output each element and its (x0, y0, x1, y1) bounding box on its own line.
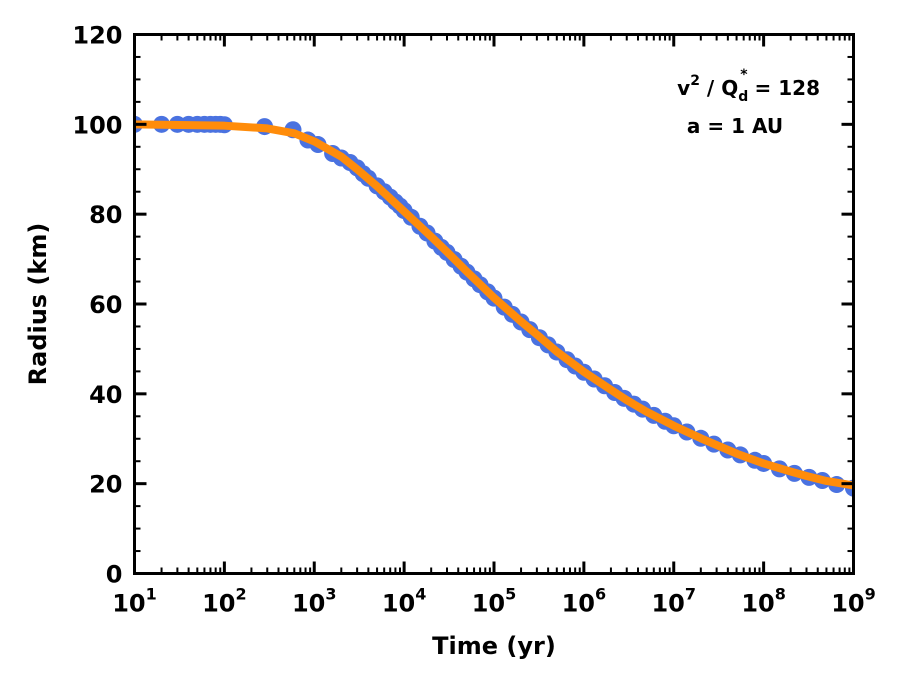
y-tick-label: 80 (89, 201, 122, 229)
x-tick-label-base: 10 (382, 590, 415, 618)
ratio-slash-q: / Q (700, 76, 738, 100)
y-tick-label: 0 (106, 561, 123, 589)
x-tick-label-base: 10 (472, 590, 505, 618)
velocity-ratio-annotation: v2 / Qd * = 128 (677, 67, 820, 105)
fit-line (133, 120, 854, 490)
y-tick-label: 40 (89, 381, 122, 409)
x-tick-label: 109 (831, 585, 876, 618)
tick-labels-layer: 101 102 103 104 105 106 107 108 1090204060801001… (72, 22, 875, 618)
x-tick-label: 103 (292, 585, 337, 618)
x-tick-label-exp: 2 (236, 585, 247, 604)
x-tick-label-exp: 4 (415, 585, 426, 604)
y-tick-label: 120 (72, 22, 122, 50)
distance-annotation: a = 1 AU (687, 114, 783, 138)
x-tick-label-exp: 8 (775, 585, 786, 604)
x-tick-label-exp: 9 (865, 585, 876, 604)
y-axis-title: Radius (km) (24, 223, 52, 386)
ratio-q-sup: * (740, 67, 748, 83)
x-tick-label-exp: 6 (595, 585, 606, 604)
x-tick-label: 104 (382, 585, 427, 618)
x-tick-label-exp: 7 (685, 585, 696, 604)
ratio-v: v (677, 76, 690, 100)
x-tick-label: 105 (472, 585, 517, 618)
y-tick-label: 100 (72, 111, 122, 139)
ratio-v-sup: 2 (690, 73, 700, 89)
x-tick-label-base: 10 (292, 590, 325, 618)
x-tick-label: 106 (562, 585, 607, 618)
y-tick-label: 20 (89, 471, 122, 499)
series-layer (133, 115, 854, 497)
x-tick-label: 108 (741, 585, 786, 618)
x-tick-label-base: 10 (831, 590, 864, 618)
x-tick-label-base: 10 (112, 590, 145, 618)
x-tick-label-exp: 1 (146, 585, 157, 604)
x-axis-title: Time (yr) (432, 632, 556, 660)
ratio-value: = 128 (748, 76, 820, 100)
ratio-q-sub: d (738, 89, 748, 105)
x-tick-label-base: 10 (202, 590, 235, 618)
plot-frame (133, 33, 855, 575)
x-tick-label: 101 (112, 585, 157, 618)
x-tick-label-exp: 5 (505, 585, 516, 604)
x-tick-label-base: 10 (562, 590, 595, 618)
x-tick-label: 107 (651, 585, 696, 618)
x-tick-label-base: 10 (651, 590, 684, 618)
x-tick-label-exp: 3 (325, 585, 336, 604)
x-tick-label: 102 (202, 585, 247, 618)
y-tick-label: 60 (89, 291, 122, 319)
x-tick-label-base: 10 (741, 590, 774, 618)
